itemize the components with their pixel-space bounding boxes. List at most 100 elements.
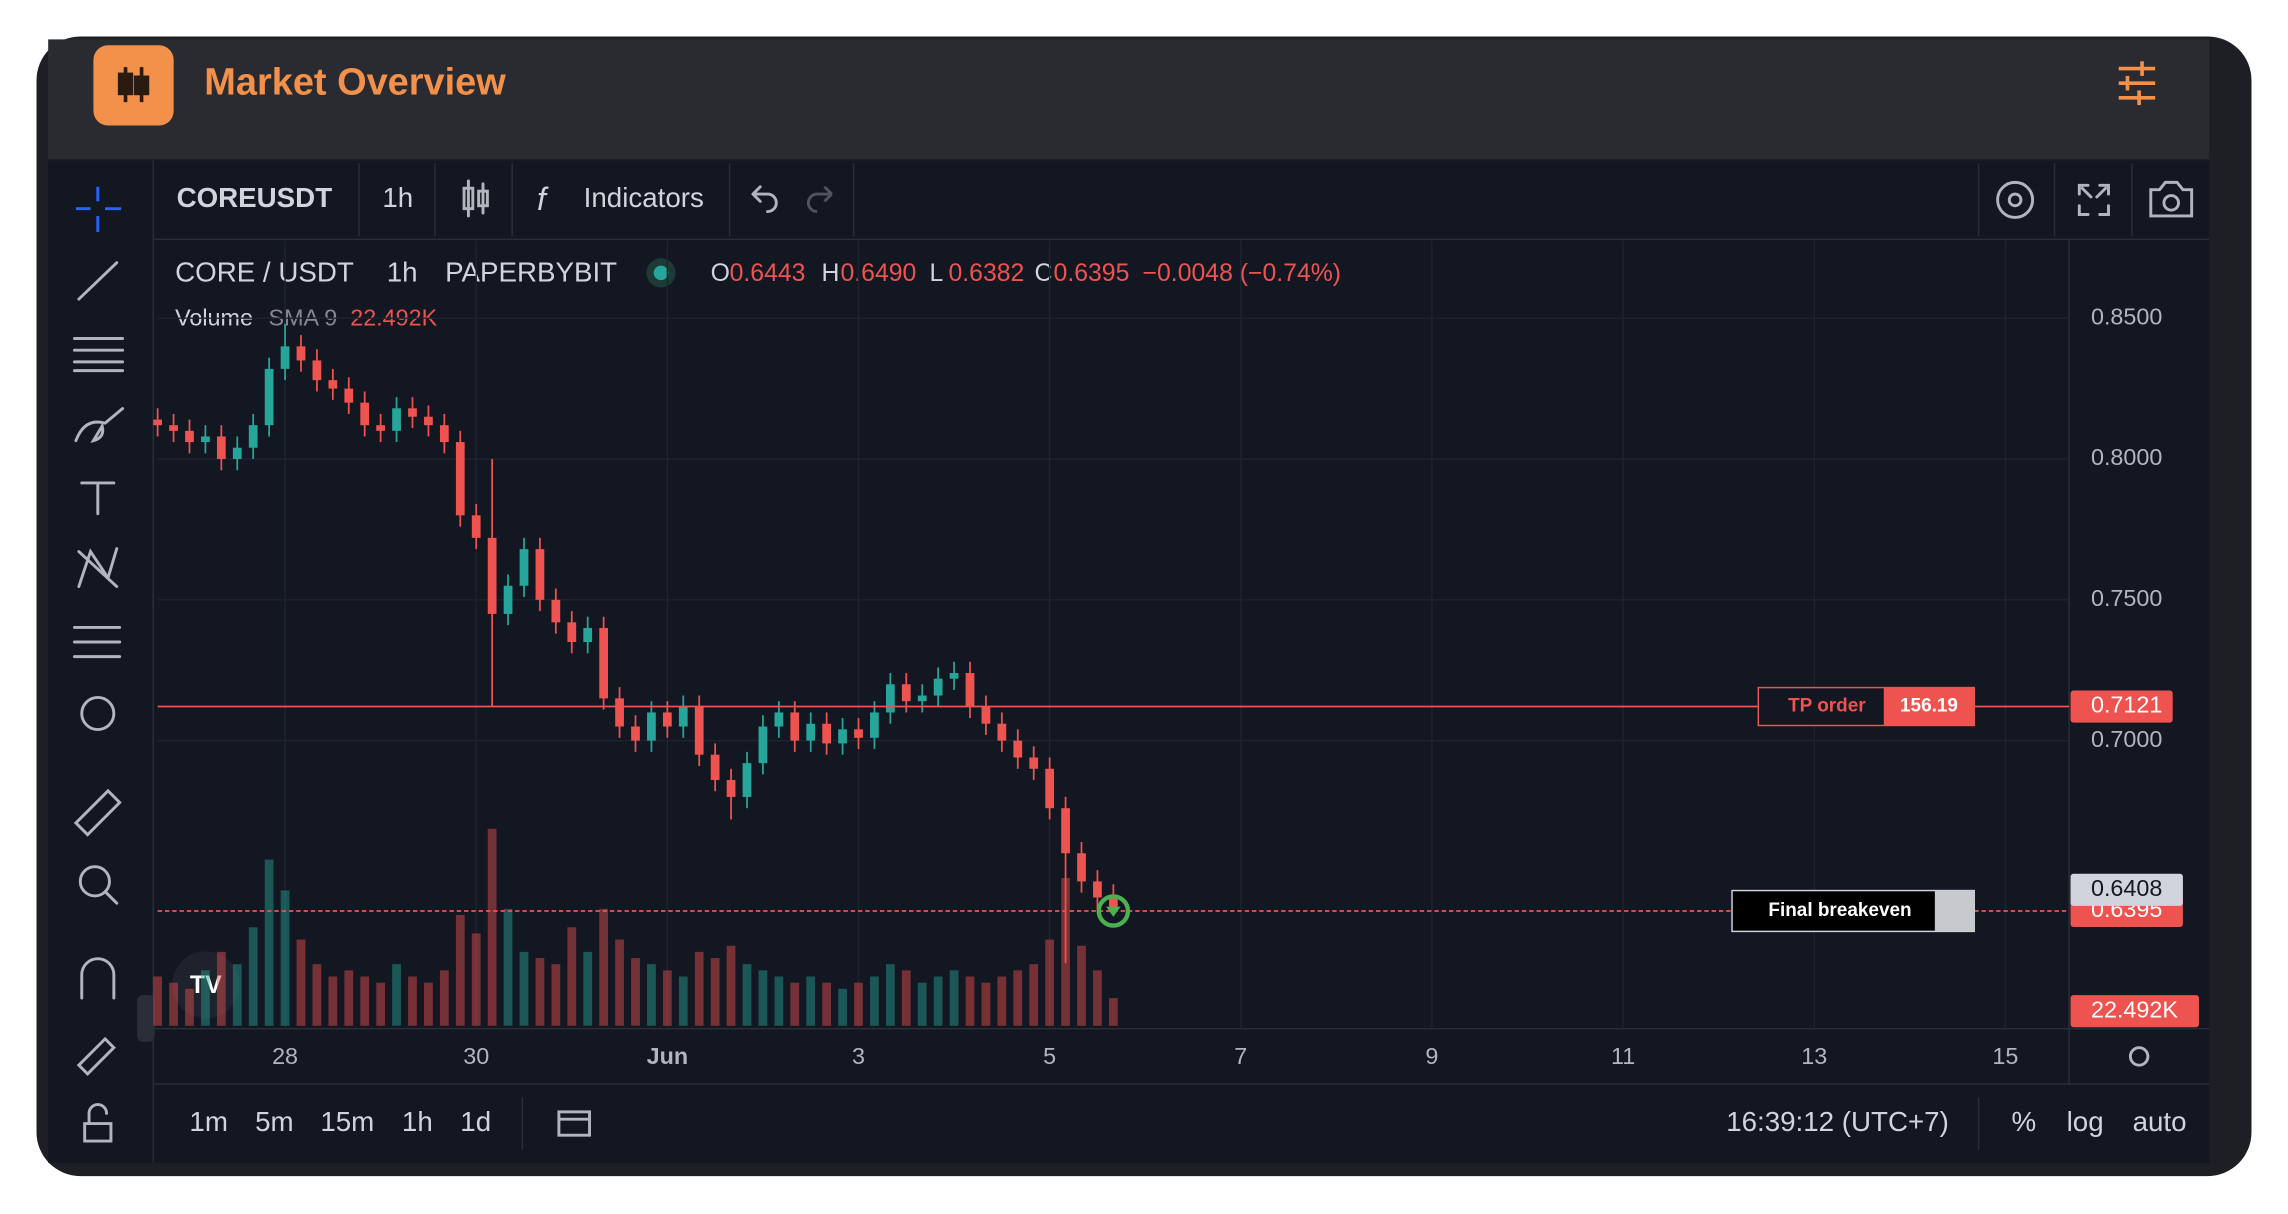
- candle-body: [615, 698, 624, 727]
- candle-body: [424, 416, 433, 426]
- header: [48, 39, 2210, 160]
- interval-button[interactable]: 5m: [255, 1106, 294, 1137]
- volume-bar: [854, 982, 863, 1026]
- undo-button[interactable]: [751, 185, 778, 214]
- candle-body: [1013, 740, 1023, 758]
- fullscreen-button[interactable]: [2077, 183, 2110, 216]
- candle-body: [328, 380, 338, 389]
- axis-volume-box: [2070, 995, 2199, 1028]
- volume-bar: [583, 951, 593, 1026]
- x-tick-label: 3: [852, 1043, 865, 1069]
- x-tick-label: 30: [463, 1043, 489, 1069]
- volume-bar: [806, 976, 816, 1026]
- candle-body: [662, 712, 672, 727]
- volume-bar: [471, 933, 481, 1026]
- candle-body: [376, 425, 386, 431]
- candle-body: [360, 402, 370, 426]
- volume-bar: [439, 970, 449, 1026]
- volume-bar: [1108, 998, 1118, 1026]
- candle-body: [742, 763, 752, 797]
- candle-body: [185, 430, 194, 443]
- volume-bar: [280, 890, 290, 1026]
- settings-button[interactable]: [2118, 61, 2156, 106]
- candle-body: [248, 425, 258, 448]
- candle-body: [201, 436, 210, 443]
- volume-bar: [185, 988, 194, 1026]
- volume-bar: [694, 951, 704, 1026]
- volume-bar: [153, 976, 163, 1026]
- axis-settings[interactable]: [2128, 1046, 2150, 1067]
- volume-bar: [312, 964, 322, 1026]
- candle-body: [694, 706, 704, 755]
- ohlc-label: L: [930, 260, 944, 287]
- volume-bar: [392, 964, 401, 1026]
- candle-body: [1077, 853, 1086, 882]
- x-tick-label: Jun: [647, 1043, 688, 1069]
- collapse-handle[interactable]: [137, 995, 155, 1042]
- volume-bar: [487, 828, 497, 1026]
- volume-bar: [981, 982, 991, 1026]
- candle-body: [408, 408, 417, 417]
- candle-body: [153, 419, 163, 426]
- volume-bar: [1013, 970, 1023, 1026]
- interval-button[interactable]: 1h: [402, 1106, 433, 1137]
- chart-type-button[interactable]: [462, 179, 489, 218]
- candle-body: [726, 780, 736, 797]
- y-tick-label: 0.8000: [2091, 444, 2162, 470]
- symbol-button[interactable]: COREUSDT: [177, 182, 333, 213]
- x-tick-label: 13: [1801, 1043, 1827, 1069]
- x-tick-label: 28: [272, 1043, 298, 1069]
- order-qty-box: [1883, 687, 1975, 726]
- candle-body: [1061, 808, 1070, 854]
- candle-body: [838, 729, 847, 744]
- candle-body: [933, 678, 943, 696]
- change: −0.0048 (−0.74%): [1143, 260, 1342, 287]
- candle-body: [1093, 881, 1102, 898]
- axis-price-box: [2070, 690, 2173, 723]
- candle-body: [917, 695, 927, 702]
- axis-price-box: [2070, 873, 2183, 906]
- volume-bar: [535, 958, 545, 1026]
- date-range-button[interactable]: [557, 1110, 591, 1137]
- candle-body: [981, 706, 991, 724]
- ohlc-value: 0.6395: [1054, 260, 1130, 287]
- screenshot-button[interactable]: [2149, 180, 2194, 218]
- chart-app: [48, 160, 2210, 1163]
- volume-bar: [742, 964, 752, 1026]
- volume-bar: [870, 976, 879, 1026]
- indicators-button[interactable]: Indicators: [584, 182, 704, 213]
- drawing-tools[interactable]: [72, 186, 125, 1143]
- x-tick-label: 7: [1234, 1043, 1247, 1069]
- chart-area: O 0.6443 H 0.6490 L 0.6382 C 0.6395 −0.0048 (−0.…: [153, 240, 2199, 1137]
- scale-option[interactable]: log: [2067, 1106, 2104, 1137]
- chart-settings-button[interactable]: [1996, 180, 2035, 219]
- order-label: Final breakeven: [1768, 900, 1911, 921]
- scale-option[interactable]: %: [2012, 1106, 2037, 1137]
- interval-button[interactable]: 15m: [320, 1106, 374, 1137]
- ohlc-label: O: [711, 260, 730, 287]
- volume-bar: [296, 939, 306, 1026]
- volume-bar: [264, 859, 274, 1026]
- axis-volume: 22.492K: [2091, 996, 2178, 1022]
- candle-body: [885, 684, 895, 713]
- interval-button[interactable]: 1d: [460, 1106, 491, 1137]
- volume-bar: [678, 976, 688, 1026]
- redo-button[interactable]: [806, 185, 833, 214]
- interval-button[interactable]: 1h: [382, 182, 413, 213]
- volume-bar: [232, 964, 242, 1026]
- candle-body: [535, 549, 545, 600]
- order-qty: 156.19: [1900, 696, 1958, 717]
- volume-bar: [822, 982, 832, 1026]
- volume-bar: [965, 976, 975, 1026]
- scale-option[interactable]: auto: [2133, 1106, 2187, 1137]
- candle-body: [439, 425, 449, 443]
- candle-body: [487, 537, 497, 614]
- ohlc-label: C: [1035, 260, 1053, 287]
- candle-body: [296, 346, 306, 361]
- volume-bar: [1029, 964, 1039, 1026]
- interval-button[interactable]: 1m: [189, 1106, 228, 1137]
- volume-bar: [838, 988, 847, 1026]
- candle-body: [678, 706, 688, 727]
- candle-body: [392, 408, 401, 431]
- candle-body: [854, 729, 863, 738]
